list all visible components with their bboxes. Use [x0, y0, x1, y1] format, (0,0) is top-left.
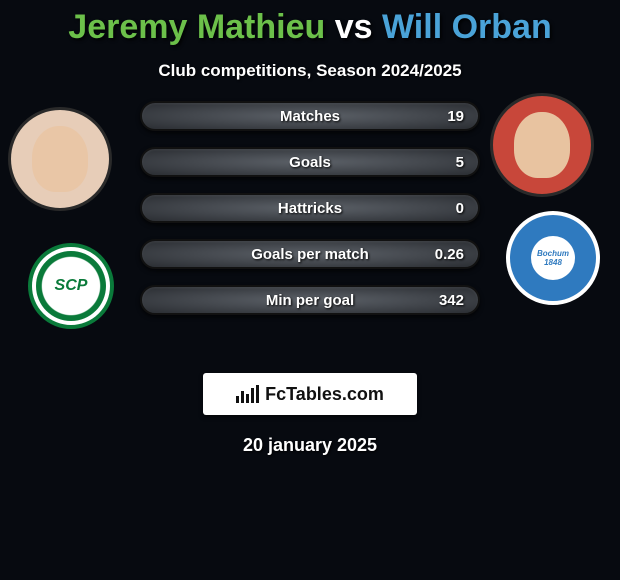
comparison-title: Jeremy Mathieu vs Will Orban [0, 0, 620, 47]
player2-club-badge: Bochum 1848 [506, 211, 600, 305]
stat-label: Goals per match [251, 246, 369, 263]
player1-club-badge: SCP [28, 243, 114, 329]
player1-name: Jeremy Mathieu [68, 8, 325, 46]
stat-value-right: 0 [456, 200, 464, 217]
vs-text: vs [335, 8, 373, 46]
brand-watermark: FcTables.com [203, 373, 417, 415]
stat-label: Goals [289, 154, 331, 171]
stat-value-right: 0.26 [435, 246, 464, 263]
sporting-cp-icon: SCP [36, 251, 106, 321]
player2-face-icon [514, 112, 570, 178]
brand-text: FcTables.com [265, 384, 384, 405]
snapshot-date: 20 january 2025 [0, 435, 620, 456]
stat-row-min-per-goal: Min per goal 342 [140, 285, 480, 315]
stat-row-hattricks: Hattricks 0 [140, 193, 480, 223]
subtitle: Club competitions, Season 2024/2025 [0, 61, 620, 81]
player1-avatar [8, 107, 112, 211]
stat-row-goals-per-match: Goals per match 0.26 [140, 239, 480, 269]
stat-label: Min per goal [266, 292, 354, 309]
stat-value-right: 19 [447, 108, 464, 125]
player2-name: Will Orban [382, 8, 552, 46]
comparison-stage: SCP Bochum 1848 Matches 19 Goals 5 Hattr… [0, 107, 620, 347]
stat-bars: Matches 19 Goals 5 Hattricks 0 Goals per… [140, 101, 480, 331]
stat-row-goals: Goals 5 [140, 147, 480, 177]
stat-row-matches: Matches 19 [140, 101, 480, 131]
vfl-bochum-icon: Bochum 1848 [531, 236, 575, 280]
player2-avatar [490, 93, 594, 197]
stat-label: Hattricks [278, 200, 342, 217]
stat-value-right: 5 [456, 154, 464, 171]
bar-chart-icon [236, 385, 259, 403]
stat-label: Matches [280, 108, 340, 125]
player1-face-icon [32, 126, 88, 192]
stat-value-right: 342 [439, 292, 464, 309]
